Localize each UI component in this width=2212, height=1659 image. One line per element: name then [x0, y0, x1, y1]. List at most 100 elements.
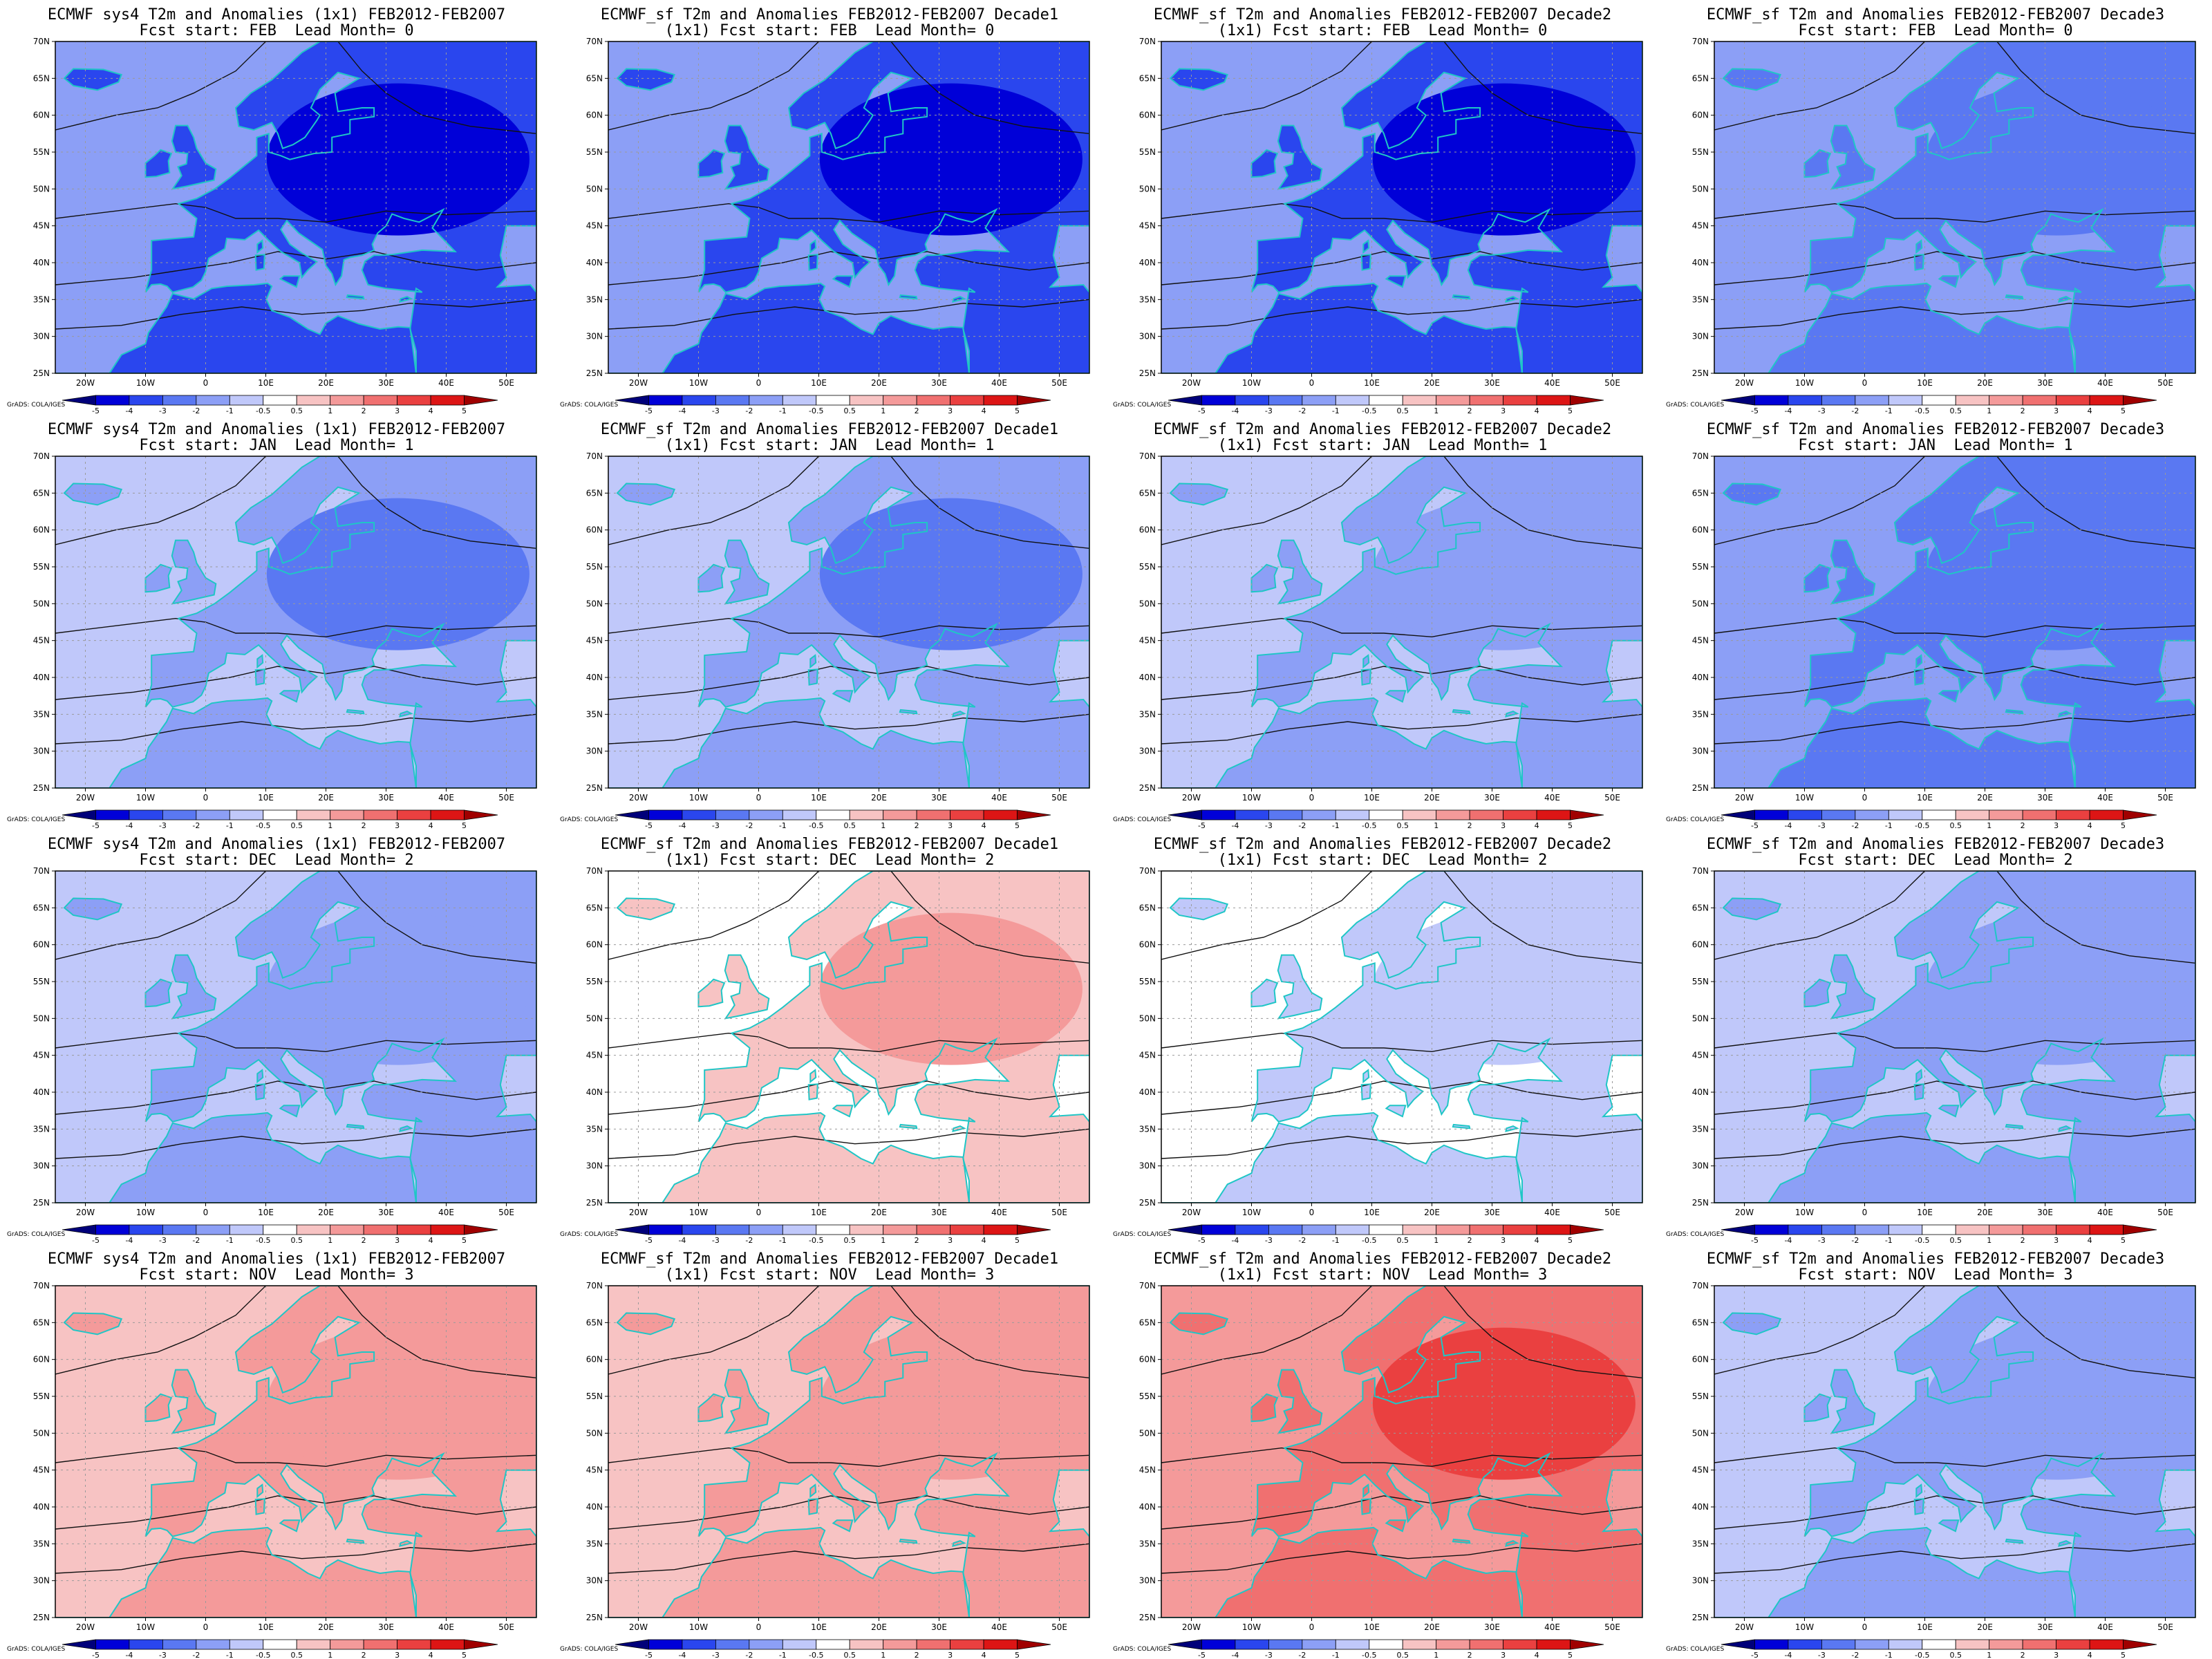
colorbar-label: 1 [328, 406, 332, 415]
colorbar-label: 4 [982, 406, 986, 415]
lat-tick-label: 60N [1139, 940, 1156, 950]
lon-tick-label: 0 [1862, 378, 1868, 388]
colorbar-swatch [263, 395, 297, 406]
colorbar-swatch [749, 1224, 783, 1235]
grads-credit: GrADS: COLA/IGES [1666, 402, 1724, 409]
lat-tick-label: 70N [1692, 1281, 1709, 1291]
colorbar-swatch [682, 395, 716, 406]
colorbar-label: 1 [881, 821, 885, 830]
coastline [807, 668, 818, 686]
colorbar-swatch [1503, 1639, 1537, 1650]
colorbar-label: -4 [1231, 1651, 1239, 1659]
land-shade [833, 276, 853, 288]
lon-tick-label: 20W [629, 378, 648, 388]
lat-tick-label: 55N [1139, 1391, 1156, 1401]
lat-tick-label: 35N [586, 1539, 603, 1548]
lon-tick-label: 50E [2157, 1208, 2173, 1217]
colorbar-label: 0.5 [1396, 1651, 1409, 1659]
colorbar-swatch [883, 395, 917, 406]
panel-subtitle: Fcst start: NOV Lead Month= 3 [139, 1266, 414, 1284]
colorbar-label: -3 [159, 1651, 167, 1659]
map-frame [55, 41, 537, 374]
land-shade [145, 149, 171, 178]
lat-tick-label: 45N [33, 636, 50, 646]
coastline [1938, 1105, 1960, 1118]
map-area [1161, 1286, 1642, 1618]
land-shade [64, 1313, 122, 1335]
panel-title: ECMWF_sf T2m and Anomalies FEB2012-FEB20… [1153, 6, 1612, 24]
coastline [608, 1112, 971, 1203]
coastline [1385, 1105, 1407, 1118]
colorbar-label: -4 [125, 406, 133, 415]
coastline [144, 1286, 536, 1618]
colorbar-label: -1 [779, 406, 787, 415]
land-shade [171, 125, 216, 189]
colorbar-label: 2 [1468, 406, 1472, 415]
map-area [1161, 41, 1642, 373]
colorbar-swatch [983, 395, 1018, 406]
lat-tick-label: 45N [586, 1051, 603, 1060]
lon-tick-label: 10W [1795, 1208, 1814, 1217]
coastline [2058, 1125, 2072, 1132]
colorbar-swatch [1268, 1639, 1303, 1650]
colorbar-swatch [430, 1639, 465, 1650]
colorbar-swatch [430, 395, 465, 406]
contour-line [55, 1286, 266, 1375]
colorbar-label: 0.5 [290, 1651, 303, 1659]
coastline [1714, 697, 2077, 788]
coastline [1830, 124, 1876, 190]
contour-line [55, 1495, 536, 1530]
colorbar-swatch [883, 809, 917, 821]
contour-line [1161, 1286, 1372, 1375]
colorbar-swatch [1955, 809, 1990, 821]
colorbar-label: -0.5 [1915, 406, 1929, 415]
colorbar-swatch [129, 809, 163, 821]
colorbar-label: 5 [1568, 1236, 1573, 1244]
land-shade [64, 483, 122, 505]
lon-tick-label: 10W [136, 1622, 155, 1632]
contour-line [608, 1080, 1089, 1115]
colorbar-swatch [363, 1224, 398, 1235]
land-shade [698, 149, 724, 178]
lon-tick-label: 40E [1544, 378, 1560, 388]
colorbar-label: -4 [1784, 1651, 1792, 1659]
coastline [1360, 254, 1371, 271]
colorbar-label: -0.5 [809, 821, 823, 830]
lat-tick-label: 45N [33, 1465, 50, 1475]
lon-tick-label: 20W [1735, 793, 1754, 803]
colorbar-swatch [1402, 1639, 1437, 1650]
contour-line [1714, 251, 2195, 285]
anomaly-core [819, 83, 1082, 236]
lon-tick-label: 20W [1182, 793, 1201, 803]
contour-line [1161, 1128, 1642, 1159]
coastline [144, 978, 173, 1008]
colorbar-label: 5 [462, 821, 467, 830]
lat-tick-label: 65N [1692, 903, 1709, 912]
contour-line [1714, 871, 1925, 960]
colorbar-label: -4 [678, 406, 686, 415]
map-panel: ECMWF sys4 T2m and Anomalies (1x1) FEB20… [0, 0, 553, 415]
lat-tick-label: 45N [586, 221, 603, 231]
colorbar-swatch [1788, 1639, 1822, 1650]
colorbar-label: -1 [779, 1236, 787, 1244]
colorbar-label: -2 [192, 1651, 200, 1659]
colorbar-swatch [782, 1639, 817, 1650]
contour-line [1714, 666, 2195, 700]
colorbar-label: -2 [1298, 821, 1306, 830]
colorbar-label: -0.5 [1362, 821, 1376, 830]
colorbar-label: 0.5 [1949, 1651, 1962, 1659]
land-shade [64, 898, 122, 920]
coastline [697, 978, 726, 1008]
lat-tick-label: 35N [1692, 1124, 1709, 1134]
colorbar-label: -3 [712, 1236, 720, 1244]
map-panel: ECMWF_sf T2m and Anomalies FEB2012-FEB20… [553, 415, 1106, 830]
colorbar-swatch [1536, 1639, 1571, 1650]
coastline [63, 1312, 123, 1335]
coastline [608, 1526, 971, 1618]
lat-tick-label: 35N [33, 1539, 50, 1548]
land-shade [1804, 564, 1830, 592]
coastline [616, 1312, 676, 1335]
lat-tick-label: 65N [1692, 488, 1709, 498]
panel-subtitle: (1x1) Fcst start: DEC Lead Month= 2 [1217, 852, 1548, 869]
colorbar-label: -0.5 [1915, 821, 1929, 830]
